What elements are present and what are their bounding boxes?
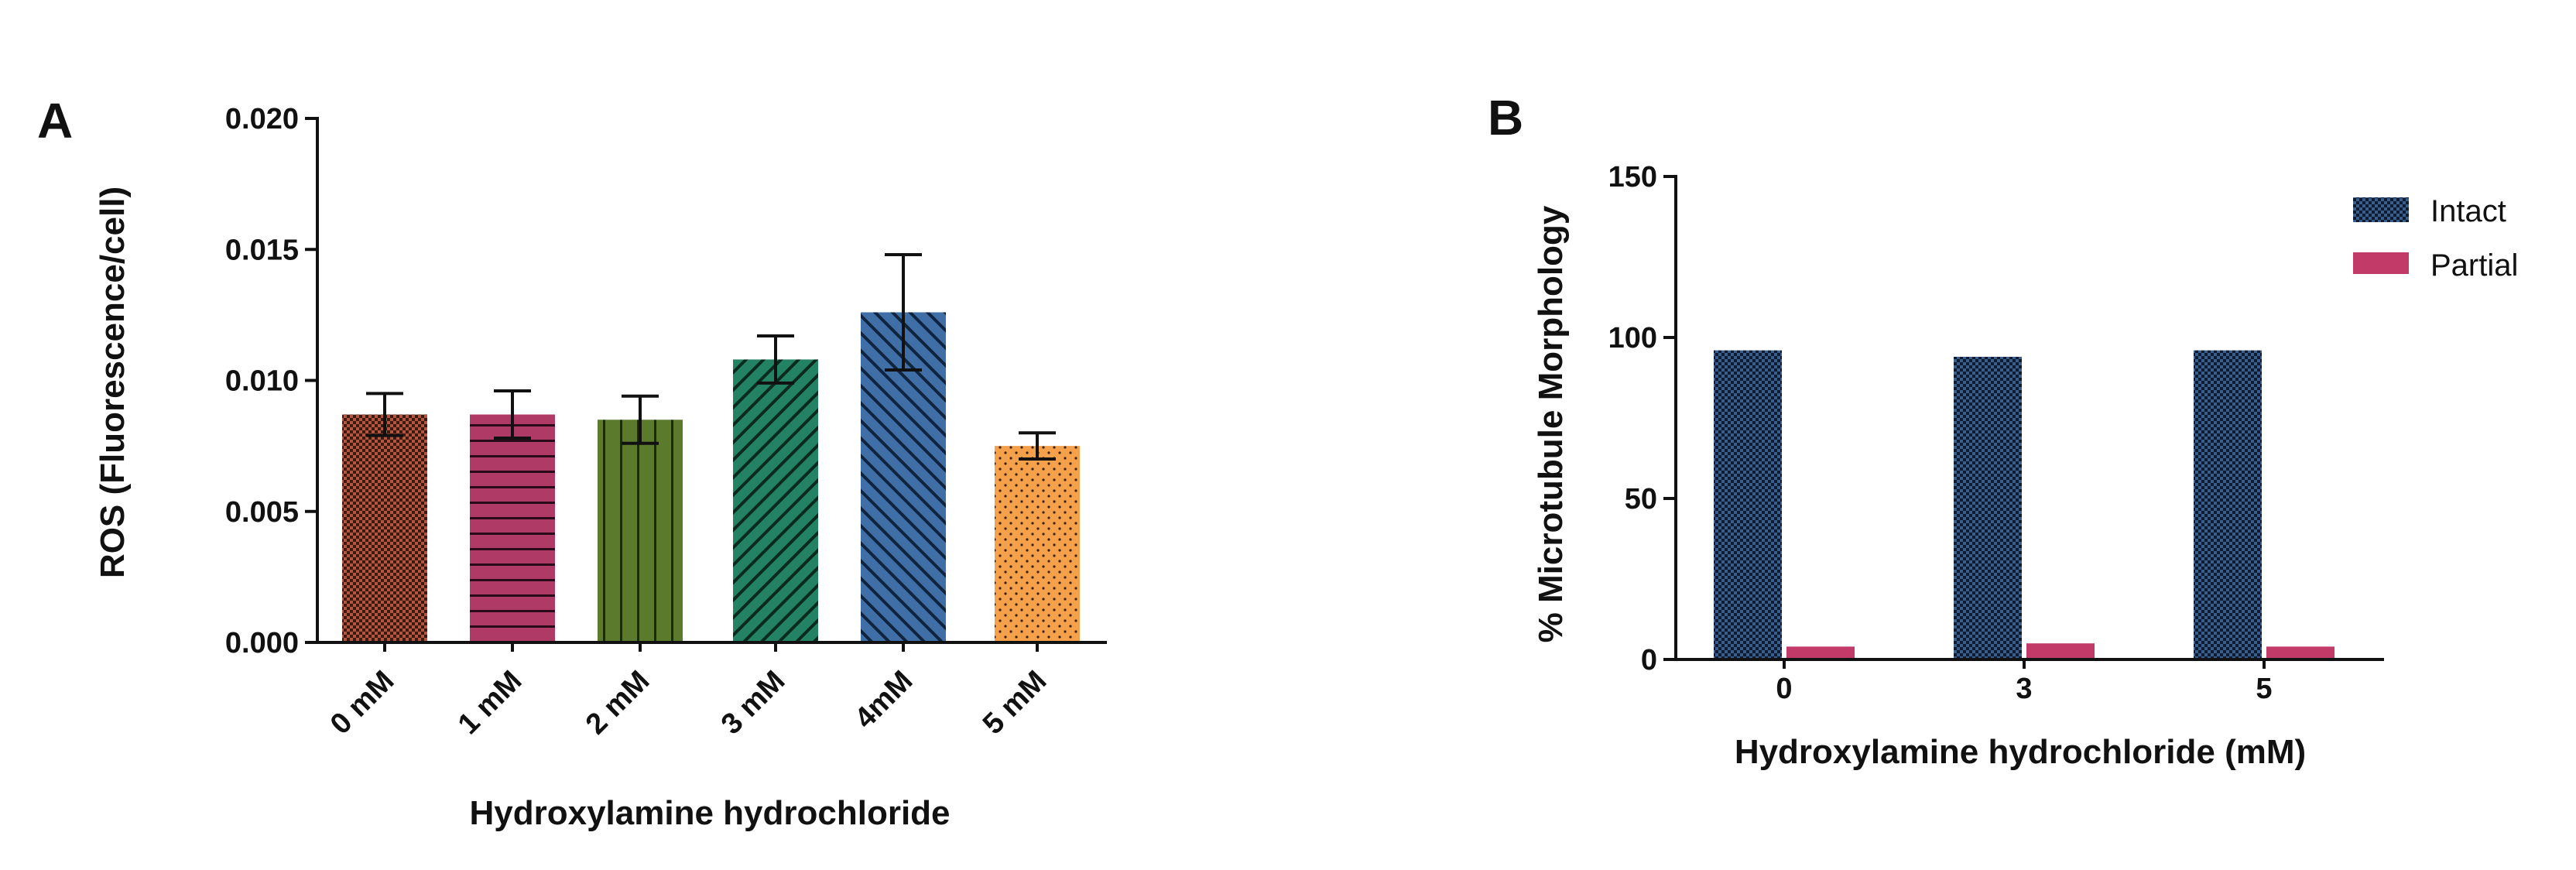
bar-5mm — [995, 446, 1080, 642]
panel-a-error-bars — [366, 253, 1056, 461]
legend-label-partial: Partial — [2430, 248, 2518, 283]
x-tick-label: 4mM — [848, 665, 919, 735]
panel-b-y-ticks: 0 50 100 150 — [1608, 161, 1676, 676]
x-tick-label: 2 mM — [580, 665, 656, 741]
y-tick-label: 100 — [1608, 322, 1657, 355]
error-bar — [494, 389, 531, 440]
panel-b-chart: B % Microtubule Morphology Hydroxylamine… — [1488, 90, 2518, 771]
x-tick-label: 3 mM — [715, 665, 791, 741]
x-tick-label: 3 — [2016, 673, 2032, 705]
y-tick-label: 50 — [1625, 483, 1657, 515]
panel-b-legend: Intact Partial — [2353, 194, 2518, 283]
legend-label-intact: Intact — [2430, 194, 2506, 228]
x-tick-label: 5 mM — [977, 665, 1053, 741]
legend-swatch-intact — [2353, 197, 2409, 222]
x-tick-label: 1 mM — [452, 665, 528, 741]
panel-a-letter: A — [37, 93, 73, 149]
bar-1mm — [470, 414, 555, 642]
error-bar — [757, 334, 794, 385]
bar-intact-0 — [1714, 350, 1782, 659]
bar-intact-5 — [2194, 350, 2262, 659]
error-bar — [885, 253, 922, 372]
panel-b-x-ticks: 0 3 5 — [1776, 659, 2273, 705]
panel-a-y-ticks: 0.000 0.005 0.010 0.015 0.020 — [225, 103, 317, 659]
y-tick-label: 0.000 — [225, 627, 299, 659]
bar-2mm — [598, 420, 683, 642]
y-tick-label: 0.005 — [225, 496, 299, 529]
x-tick-label: 5 — [2256, 673, 2272, 705]
bar-partial-3 — [2026, 643, 2095, 659]
error-bar — [1019, 431, 1056, 461]
x-tick-label: 0 — [1776, 673, 1792, 705]
panel-b-x-axis-title: Hydroxylamine hydrochloride (mM) — [1735, 733, 2306, 771]
y-tick-label: 0.020 — [225, 103, 299, 135]
error-bar — [622, 394, 659, 445]
error-bar — [366, 392, 403, 437]
bar-partial-5 — [2266, 646, 2334, 659]
y-tick-label: 0 — [1641, 644, 1657, 676]
panel-b-y-axis-title: % Microtubule Morphology — [1532, 205, 1570, 642]
bar-0mm — [342, 414, 427, 642]
y-tick-label: 150 — [1608, 161, 1657, 194]
y-tick-label: 0.010 — [225, 365, 299, 398]
panel-a-x-ticks: 0 mM 1 mM 2 mM 3 mM 4mM 5 mM — [324, 642, 1053, 741]
panel-b-bars — [1714, 350, 2334, 659]
panel-b-letter: B — [1488, 90, 1523, 146]
panel-a-chart: A ROS (Fluorescence/cell) Hydroxylamine … — [37, 93, 1107, 832]
bar-partial-0 — [1786, 646, 1855, 659]
bar-intact-3 — [1954, 356, 2022, 659]
x-tick-label: 0 mM — [324, 665, 400, 741]
panel-a-bars — [342, 312, 1080, 642]
bar-3mm — [733, 359, 818, 642]
panel-a-y-axis-title: ROS (Fluorescence/cell) — [94, 187, 132, 578]
y-tick-label: 0.015 — [225, 234, 299, 266]
legend-swatch-partial — [2353, 252, 2409, 274]
panel-a-x-axis-title: Hydroxylamine hydrochloride — [469, 794, 950, 832]
